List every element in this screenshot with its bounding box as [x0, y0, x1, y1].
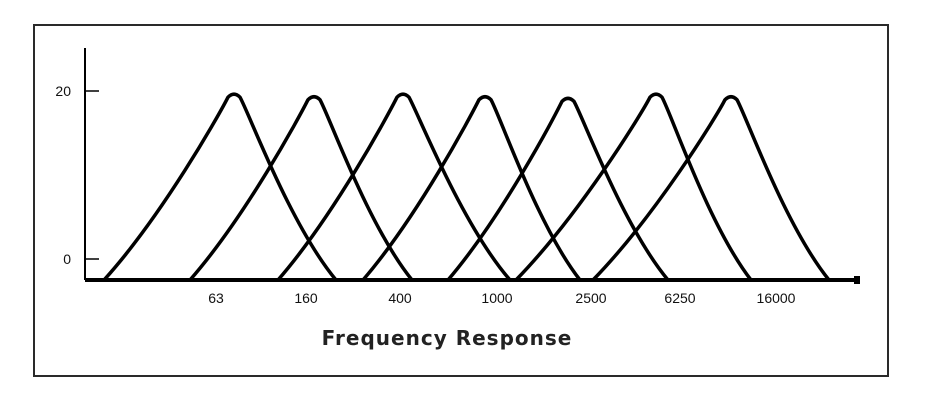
x-axis-end-mark [854, 276, 860, 284]
frequency-band-curve-160 [188, 94, 414, 282]
x-tick-label: 160 [294, 290, 318, 306]
frequency-band-curve-400 [276, 92, 512, 282]
x-tick-label: 6250 [664, 290, 695, 306]
frequency-band-curve-1000 [361, 94, 582, 282]
frequency-band-curve-6250 [514, 92, 753, 282]
y-tick-label: 0 [63, 251, 71, 267]
chart-curves [102, 92, 831, 282]
chart-frame [33, 24, 889, 377]
chart-title: Frequency Response [322, 326, 573, 350]
frequency-band-curve-16000 [591, 94, 831, 282]
y-tick-labels: 20 0 [55, 83, 99, 267]
chart-axes [84, 48, 860, 284]
frequency-band-curve-63 [102, 92, 338, 282]
x-tick-label: 16000 [757, 290, 796, 306]
x-tick-label: 63 [208, 290, 224, 306]
x-tick-labels: 63 160 400 1000 2500 6250 16000 [208, 290, 795, 306]
x-tick-label: 1000 [481, 290, 512, 306]
x-tick-label: 2500 [575, 290, 606, 306]
y-tick-label: 20 [55, 83, 71, 99]
frequency-band-curve-2500 [446, 96, 670, 282]
x-tick-label: 400 [388, 290, 412, 306]
